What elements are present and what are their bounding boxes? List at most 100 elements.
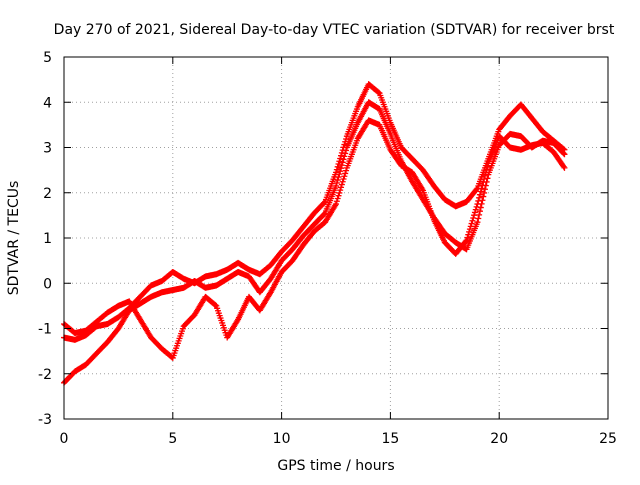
data-point <box>483 166 490 173</box>
series-track-c <box>61 117 568 361</box>
data-point <box>477 188 484 195</box>
data-point <box>463 237 470 244</box>
data-point <box>338 184 345 191</box>
y-tick-label: 4 <box>43 95 52 111</box>
data-point <box>474 219 481 226</box>
data-point <box>337 168 344 175</box>
data-point <box>212 302 219 309</box>
data-point <box>476 208 483 215</box>
data-point <box>466 226 473 233</box>
y-tick-label: -1 <box>38 322 52 338</box>
data-point <box>338 165 345 172</box>
data-point <box>341 153 348 160</box>
x-tick-label: 0 <box>60 431 69 447</box>
data-point <box>333 180 340 187</box>
data-point <box>343 135 350 142</box>
data-point <box>478 185 485 192</box>
y-tick-label: 2 <box>43 186 52 202</box>
data-point <box>473 186 480 193</box>
data-point <box>476 211 483 218</box>
data-point <box>466 228 473 235</box>
data-point <box>476 191 483 198</box>
data-point <box>337 187 344 194</box>
data-point <box>469 217 476 224</box>
data-point <box>467 223 474 230</box>
data-point <box>481 186 488 193</box>
y-tick-label: 1 <box>43 231 52 247</box>
data-point <box>468 220 475 227</box>
data-point <box>473 203 480 210</box>
y-tick-label: -2 <box>38 367 52 383</box>
data-point <box>481 172 488 179</box>
data-point <box>481 176 488 183</box>
data-point <box>471 209 478 216</box>
y-tick-label: -3 <box>38 412 52 428</box>
data-point <box>333 198 340 205</box>
data-point <box>339 159 346 166</box>
data-point <box>481 189 488 196</box>
data-point <box>471 212 478 219</box>
y-tick-label: 5 <box>43 50 52 66</box>
data-point <box>560 150 567 157</box>
data-point <box>333 182 339 189</box>
data-point <box>479 197 486 204</box>
data-point <box>321 199 328 206</box>
data-point <box>342 170 349 177</box>
data-point <box>462 238 469 245</box>
data-point <box>476 194 483 201</box>
series-track-b <box>61 99 568 386</box>
data-point <box>336 171 343 178</box>
data-point <box>333 169 339 176</box>
x-tick-label: 25 <box>599 431 617 447</box>
data-point <box>338 162 345 169</box>
data-point <box>340 176 347 183</box>
y-axis-title: SDTVAR / TECUs <box>6 181 22 296</box>
data-point <box>334 163 341 170</box>
y-tick-label: 3 <box>43 141 52 157</box>
data-point <box>342 150 349 157</box>
x-axis-title: GPS time / hours <box>277 458 394 474</box>
data-point <box>484 163 491 170</box>
data-point <box>472 206 479 213</box>
data-point <box>475 197 482 204</box>
data-point <box>335 161 342 168</box>
data-point <box>561 164 568 171</box>
data-point <box>335 192 342 199</box>
data-point <box>335 174 342 181</box>
data-point <box>333 166 340 173</box>
series-track-a <box>61 81 568 343</box>
data-point <box>477 204 484 211</box>
data-point <box>334 177 341 184</box>
y-tick-label: 0 <box>43 276 52 292</box>
data-point <box>464 234 471 241</box>
chart-title: Day 270 of 2021, Sidereal Day-to-day VTE… <box>54 22 615 38</box>
axis-ticks: 0 5 10 15 20 25 -3 -2 -1 0 1 2 3 4 5 <box>38 50 617 447</box>
data-point <box>479 182 486 189</box>
data-point <box>480 179 487 186</box>
data-point <box>336 189 343 196</box>
data-point <box>339 178 346 185</box>
data-point <box>340 156 347 163</box>
data-point <box>341 173 348 180</box>
data-point <box>475 215 482 222</box>
data-point <box>338 152 345 159</box>
data-point <box>560 163 567 170</box>
data-point <box>465 231 472 238</box>
data-point <box>482 169 489 176</box>
data-points <box>61 81 568 386</box>
x-tick-label: 15 <box>381 431 399 447</box>
data-point <box>338 181 345 188</box>
data-point <box>337 155 344 162</box>
data-point <box>334 195 341 202</box>
data-point <box>470 214 477 221</box>
data-point <box>343 167 350 174</box>
data-point <box>480 193 487 200</box>
data-point <box>474 201 481 208</box>
x-tick-label: 20 <box>490 431 508 447</box>
data-point <box>336 158 343 165</box>
data-point <box>333 201 339 208</box>
x-tick-label: 10 <box>273 431 291 447</box>
